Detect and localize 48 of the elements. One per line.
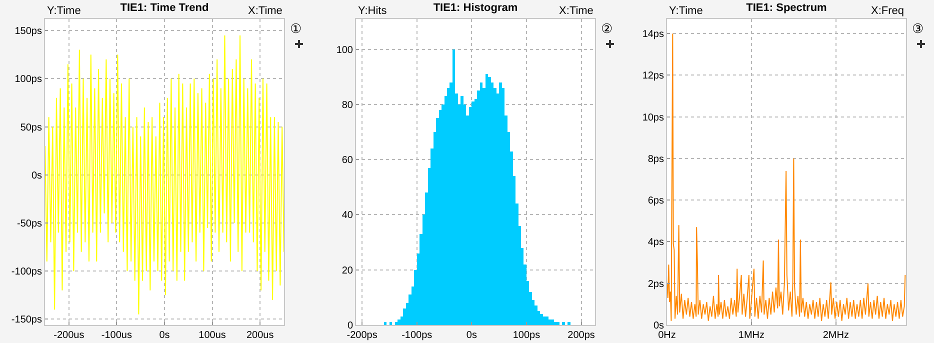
y-tick-label: 8ps: [648, 154, 664, 165]
text: ①: [290, 21, 302, 36]
y-tick-label: 10ps: [642, 112, 664, 124]
x-tick-label: -200ps: [346, 330, 378, 341]
y-tick-label: 14ps: [642, 29, 664, 40]
x-tick-label: 100us: [198, 330, 226, 341]
y-tick-label: 4ps: [648, 237, 664, 248]
x-tick-label: 0Hz: [658, 330, 676, 341]
y-tick-label: 0: [347, 320, 354, 332]
y-tick-label: 0s: [653, 320, 664, 332]
x-tick-label: 1MHz: [738, 330, 765, 341]
x-axis-title: X:Freq: [871, 5, 904, 17]
x-axis-title: X:Time: [559, 5, 594, 17]
text: ②: [601, 21, 613, 36]
y-tick-label: 60: [342, 155, 354, 166]
x-tick-label: 0s: [466, 330, 477, 341]
y-axis-title: Y:Hits: [358, 5, 388, 17]
y-tick-label: 2ps: [648, 278, 664, 290]
y-tick-label: 80: [342, 100, 354, 111]
y-tick-label: 6ps: [648, 196, 664, 207]
x-tick-label: -100us: [101, 330, 132, 341]
text: ③: [912, 21, 924, 36]
x-tick-label: 0s: [159, 330, 170, 341]
y-tick-label: 20: [342, 265, 354, 276]
x-tick-label: 2MHz: [822, 330, 849, 341]
y-tick-label: 0s: [31, 170, 42, 182]
y-tick-label: 12ps: [642, 70, 664, 82]
y-tick-label: 100ps: [14, 74, 42, 86]
chart-title: TIE1: Time Trend: [120, 2, 209, 14]
x-axis-title: X:Time: [248, 5, 282, 17]
chart-title: TIE1: Spectrum: [746, 2, 828, 14]
x-tick-label: 200ps: [568, 330, 595, 341]
y-tick-label: -50ps: [16, 218, 42, 230]
x-tick-label: -100ps: [402, 330, 432, 341]
chart-title: TIE1: Histogram: [433, 2, 518, 14]
y-tick-label: 150ps: [14, 26, 42, 38]
x-tick-label: 200us: [246, 330, 274, 341]
line-series: [667, 33, 906, 322]
y-tick-label: -100ps: [11, 266, 42, 278]
y-tick-label: -150ps: [11, 314, 42, 326]
y-tick-label: 100: [336, 44, 354, 56]
x-tick-label: 100ps: [512, 330, 540, 341]
line-series: [45, 34, 284, 315]
y-axis-title: Y:Time: [47, 5, 81, 17]
x-tick-label: -200us: [54, 330, 84, 341]
y-tick-label: 40: [342, 210, 354, 222]
y-tick-label: 50ps: [20, 122, 42, 134]
y-axis-title: Y:Time: [669, 5, 703, 17]
